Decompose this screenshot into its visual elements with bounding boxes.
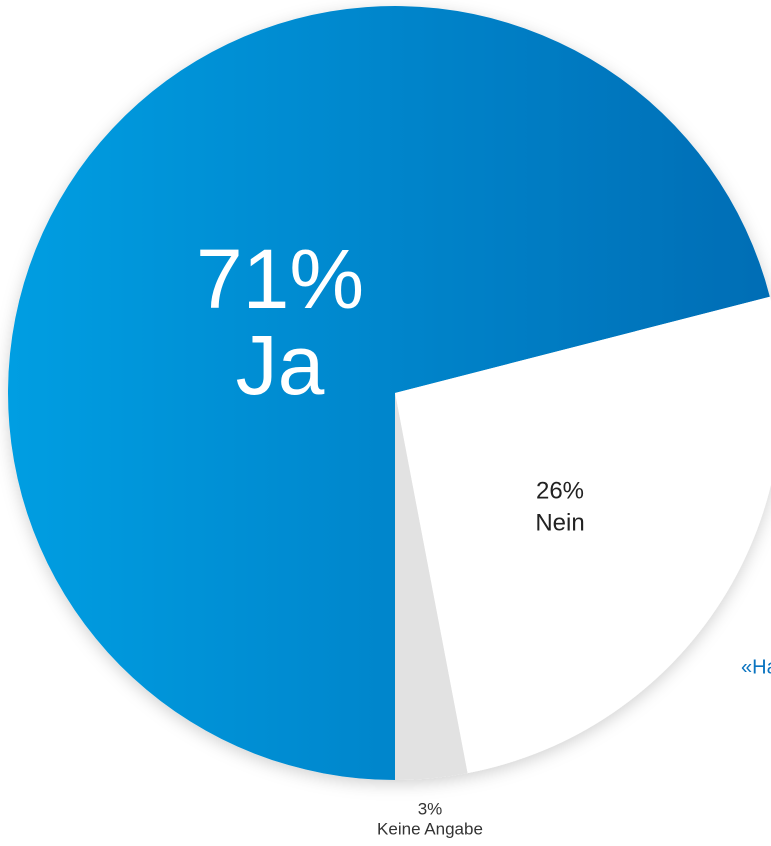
pie-slice xyxy=(8,5,770,780)
slice-value-label: 26% xyxy=(536,477,584,504)
pie xyxy=(8,5,771,780)
slice-category-label: Nein xyxy=(535,509,584,536)
annotation: «Ha xyxy=(741,656,771,678)
pie-slice xyxy=(395,393,468,780)
slice-category-label: Keine Angabe xyxy=(377,819,483,838)
slice-value-label: 3% xyxy=(418,799,443,818)
pie-slice xyxy=(395,296,771,774)
slice-category-label: Ja xyxy=(236,318,325,412)
slice-value-label: 71% xyxy=(196,232,364,326)
